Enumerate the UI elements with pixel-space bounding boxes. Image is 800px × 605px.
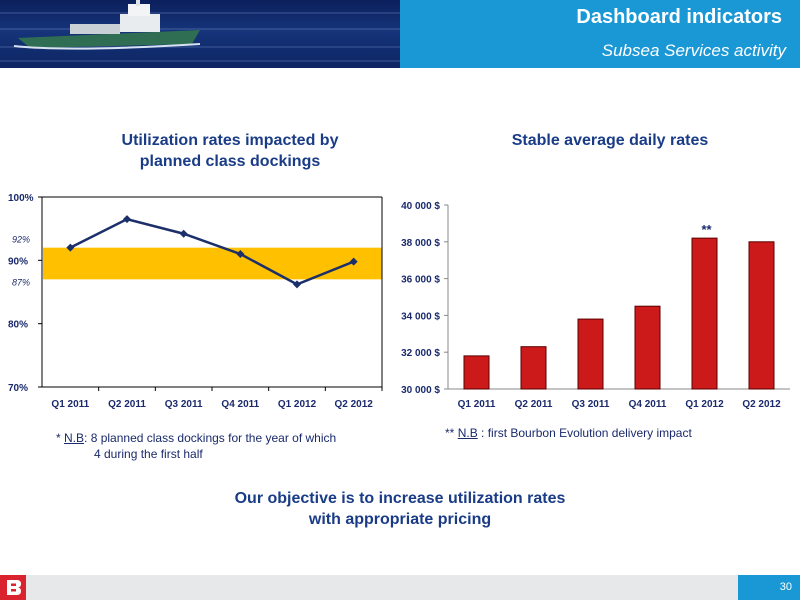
utilization-title-line-1: Utilization rates impacted by	[121, 132, 339, 149]
utilization-note: * N.B: 8 planned class dockings for the …	[56, 430, 336, 462]
rate-bar	[577, 318, 604, 390]
utilization-data-point	[236, 250, 245, 258]
x-tick-label: Q4 2011	[221, 399, 259, 410]
footer-bar	[0, 575, 800, 600]
header-subtitle: Subsea Services activity	[601, 41, 786, 60]
header-title: Dashboard indicators	[576, 6, 782, 28]
band-low-label: 87%	[12, 277, 30, 287]
utilization-series-line	[69, 217, 355, 286]
x-tick-label: Q3 2011	[165, 399, 203, 410]
y-tick-label: 100%	[8, 193, 34, 204]
ship-banner-image	[0, 0, 400, 68]
rate-bar	[520, 346, 547, 390]
rate-bar	[463, 355, 490, 390]
utilization-line-chart: 70% 80% 90% 100% 92% 87% Q1 2011 Q2 2011 Q3 2011…	[8, 193, 383, 410]
utilization-note-line-2: 4 during the first half	[94, 447, 203, 461]
y-tick-label: 36 000 $	[401, 275, 440, 286]
utilization-data-point	[179, 229, 188, 238]
y-tick-label: 34 000 $	[401, 311, 440, 322]
rate-bar	[634, 305, 661, 390]
utilization-data-point	[349, 257, 358, 266]
ship-icon	[13, 0, 201, 50]
header-bar: Dashboard indicators Subsea Services act…	[0, 0, 800, 68]
x-tick-label: Q1 2011	[51, 399, 89, 410]
utilization-note-prefix: *	[56, 431, 65, 445]
objective-line-2: with appropriate pricing	[308, 511, 492, 528]
daily-rates-bar-chart: 30 000 $ 32 000 $ 34 000 $ 36 000 $ 38 000 $…	[401, 201, 790, 410]
utilization-data-point	[66, 243, 75, 252]
x-tick-label: Q3 2011	[572, 399, 610, 410]
rate-bar	[691, 237, 718, 390]
utilization-data-point	[293, 280, 301, 289]
bourbon-logo-icon	[7, 580, 21, 595]
bourbon-logo	[0, 575, 26, 600]
objective-statement: Our objective is to increase utilization…	[0, 488, 800, 530]
target-range-band	[43, 247, 382, 280]
bar-annotation: **	[701, 222, 712, 237]
page-number: 30	[738, 575, 800, 600]
daily-rates-note-prefix: **	[445, 426, 458, 440]
utilization-note-nb: N.B	[64, 431, 85, 445]
x-tick-label: Q2 2012	[742, 399, 781, 410]
utilization-chart-title: Utilization rates impacted by planned cl…	[60, 130, 400, 172]
y-tick-label: 70%	[8, 383, 28, 394]
y-tick-label: 30 000 $	[401, 385, 440, 396]
utilization-title-line-2: planned class dockings	[139, 153, 321, 170]
y-tick-label: 40 000 $	[401, 201, 440, 212]
band-high-label: 92%	[12, 235, 30, 245]
x-tick-label: Q1 2012	[685, 399, 724, 410]
x-tick-label: Q2 2012	[334, 399, 373, 410]
objective-line-1: Our objective is to increase utilization…	[234, 490, 566, 507]
y-tick-label: 38 000 $	[401, 238, 440, 249]
rate-bar	[748, 241, 775, 390]
x-tick-label: Q1 2012	[278, 399, 317, 410]
utilization-note-line-1: : 8 planned class dockings for the year …	[84, 431, 337, 445]
utilization-data-point	[123, 215, 131, 224]
daily-rates-note: ** N.B : first Bourbon Evolution deliver…	[445, 425, 692, 441]
x-tick-label: Q4 2011	[629, 399, 667, 410]
daily-rates-note-nb: N.B	[457, 426, 478, 440]
x-tick-label: Q2 2011	[515, 399, 553, 410]
y-tick-label: 32 000 $	[401, 348, 440, 359]
y-tick-label: 80%	[8, 320, 28, 331]
x-tick-label: Q2 2011	[108, 399, 146, 410]
y-tick-label: 90%	[8, 256, 28, 267]
x-tick-label: Q1 2011	[458, 399, 496, 410]
daily-rates-chart-title: Stable average daily rates	[511, 132, 709, 149]
daily-rates-note-line-1: : first Bourbon Evolution delivery impac…	[477, 426, 692, 440]
